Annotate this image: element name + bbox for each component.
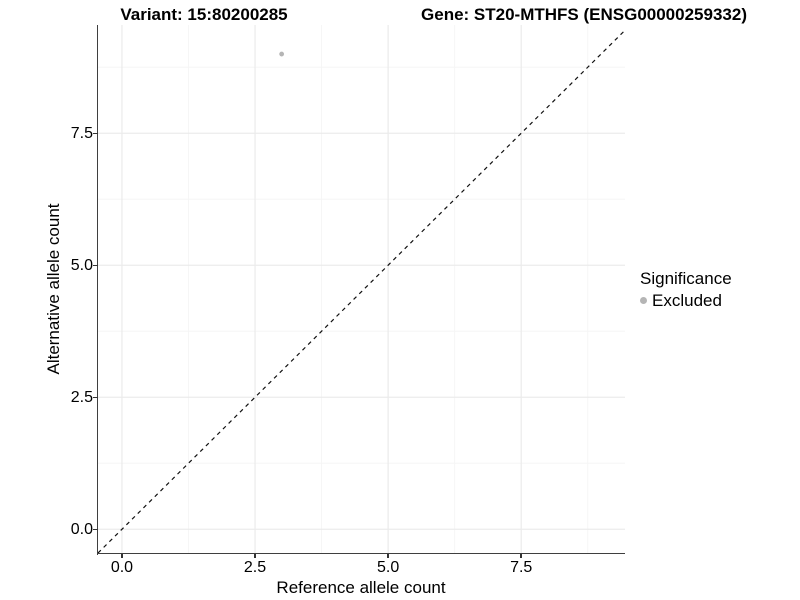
identity-line <box>98 29 625 553</box>
y-tick-mark <box>93 528 98 530</box>
plot-title-variant: Variant: 15:80200285 <box>120 5 288 24</box>
legend-point-icon <box>640 297 647 304</box>
x-tick-label: 7.5 <box>510 559 533 576</box>
y-tick-mark <box>93 396 98 398</box>
x-tick-mark <box>520 553 522 558</box>
y-tick-label: 2.5 <box>70 388 93 406</box>
x-axis-line <box>96 552 626 555</box>
legend-title: Significance <box>640 269 732 288</box>
y-tick-label: 7.5 <box>70 124 93 142</box>
plot-canvas <box>98 25 625 553</box>
x-tick-mark <box>387 553 389 558</box>
y-tick-mark <box>93 264 98 266</box>
x-tick-label: 2.5 <box>243 559 267 576</box>
legend: Significance Excluded <box>640 269 732 310</box>
y-axis-title: Alternative allele count <box>44 203 63 375</box>
y-axis-line <box>96 25 99 555</box>
x-tick-label: 5.0 <box>376 559 400 576</box>
legend-item-excluded: Excluded <box>640 291 732 310</box>
plot-title-gene: Gene: ST20-MTHFS (ENSG00000259332) <box>421 5 747 24</box>
y-tick-label: 0.0 <box>70 520 93 538</box>
x-tick-label: 0.0 <box>110 559 134 576</box>
x-tick-mark <box>254 553 256 558</box>
legend-item-label: Excluded <box>652 291 722 310</box>
x-tick-mark <box>121 553 123 558</box>
y-tick-mark <box>93 132 98 134</box>
x-axis-title: Reference allele count <box>276 578 446 597</box>
y-tick-label: 5.0 <box>70 256 93 274</box>
data-point <box>279 51 285 57</box>
